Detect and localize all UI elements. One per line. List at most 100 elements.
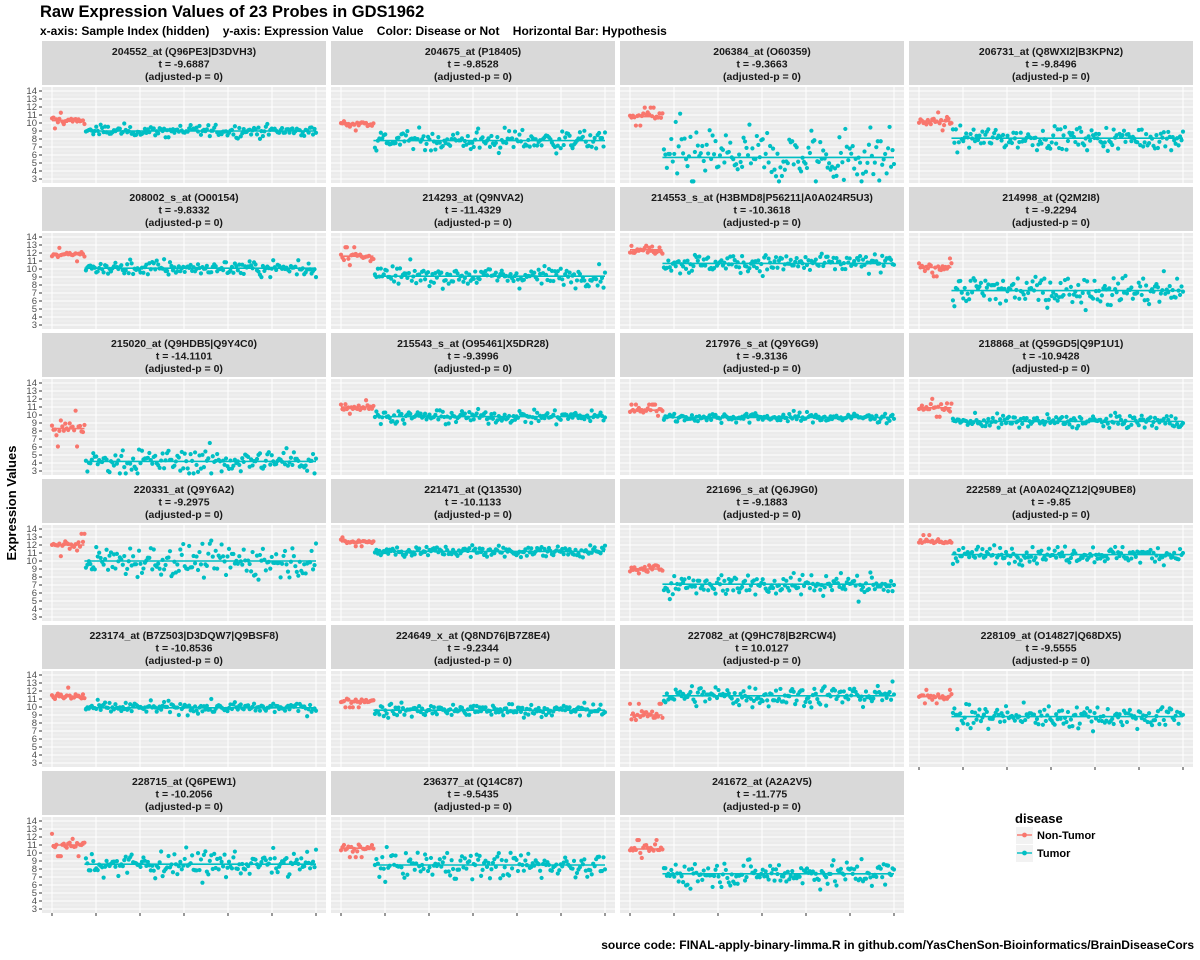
point-tumor (415, 850, 420, 855)
point-tumor (313, 541, 319, 546)
point-tumor (213, 122, 218, 127)
point-tumor (692, 149, 697, 155)
point-tumor (493, 140, 498, 146)
point-tumor (1138, 560, 1143, 565)
point-tumor (176, 712, 181, 718)
point-tumor (1129, 422, 1134, 427)
point-tumor (476, 406, 481, 412)
point-tumor (190, 565, 195, 570)
point-tumor (166, 698, 171, 703)
point-tumor (871, 696, 876, 701)
point-tumor (1000, 278, 1006, 283)
point-tumor (1152, 717, 1158, 723)
facet-strip (42, 333, 326, 377)
point-tumor (160, 874, 165, 879)
point-tumor (1039, 141, 1044, 146)
point-tumor (399, 411, 404, 417)
point-tumor (467, 546, 472, 551)
point-non-tumor (937, 414, 942, 419)
point-tumor (128, 257, 133, 262)
point-tumor (1152, 559, 1158, 564)
point-tumor (131, 271, 136, 277)
point-tumor (97, 132, 102, 137)
y-tick-label: 11 (27, 840, 37, 851)
point-tumor (1054, 415, 1059, 420)
point-tumor (1009, 421, 1015, 426)
point-tumor (1052, 722, 1057, 727)
point-tumor (778, 686, 783, 692)
point-tumor (296, 573, 301, 578)
point-tumor (514, 271, 519, 276)
point-tumor (1068, 555, 1074, 561)
point-tumor (977, 284, 982, 289)
point-tumor (436, 417, 441, 422)
point-tumor (801, 703, 807, 709)
point-tumor (535, 410, 540, 415)
point-tumor (532, 407, 537, 412)
point-tumor (225, 709, 230, 714)
point-tumor (131, 456, 136, 461)
point-tumor (156, 262, 161, 267)
point-tumor (554, 151, 559, 156)
point-tumor (734, 576, 739, 582)
point-tumor (417, 125, 422, 130)
point-tumor (672, 697, 677, 702)
point-tumor (1012, 559, 1017, 564)
point-tumor (430, 131, 435, 136)
point-tumor (427, 412, 432, 417)
point-tumor (123, 571, 128, 577)
point-tumor (198, 132, 204, 137)
point-tumor (558, 146, 563, 151)
point-tumor (1172, 717, 1177, 723)
point-tumor (393, 705, 398, 710)
facet-strip (620, 479, 904, 523)
point-tumor (428, 148, 434, 153)
point-tumor (374, 148, 379, 153)
point-tumor (1158, 291, 1163, 296)
facet-strip (909, 625, 1193, 669)
y-tick-label: 4 (32, 166, 37, 177)
point-tumor (815, 696, 820, 702)
point-tumor (220, 554, 226, 559)
point-tumor (386, 551, 391, 556)
point-tumor (138, 561, 143, 566)
point-tumor (706, 255, 711, 260)
facet-panel: 215543_s_at (O95461|X5DR28)t = -9.3996(a… (331, 333, 615, 475)
point-non-tumor (934, 414, 939, 419)
point-non-tumor (67, 840, 72, 845)
y-tick-label: 12 (26, 832, 37, 843)
point-tumor (215, 566, 220, 571)
point-tumor (971, 720, 976, 726)
point-tumor (834, 256, 839, 261)
point-tumor (602, 710, 608, 715)
point-tumor (1090, 729, 1096, 734)
point-tumor (154, 709, 159, 714)
point-tumor (520, 705, 525, 710)
facet-adj-p: (adjusted-p = 0) (145, 71, 223, 83)
point-tumor (738, 691, 743, 696)
point-tumor (1055, 545, 1060, 550)
y-tick-label: 3 (32, 904, 37, 915)
point-tumor (445, 711, 450, 716)
point-non-tumor (79, 531, 84, 536)
point-tumor (697, 254, 702, 259)
point-tumor (1102, 140, 1107, 145)
point-tumor (396, 705, 401, 710)
point-tumor (527, 144, 532, 149)
point-tumor (237, 554, 242, 559)
point-non-tumor (627, 701, 633, 706)
point-tumor (422, 411, 428, 416)
y-tick-label: 7 (32, 872, 37, 883)
y-tick-label: 6 (32, 880, 37, 891)
point-tumor (1030, 545, 1035, 550)
point-non-tumor (633, 717, 638, 723)
point-tumor (691, 578, 696, 583)
point-tumor (993, 296, 998, 302)
point-tumor (95, 868, 100, 873)
point-tumor (1042, 707, 1047, 712)
point-tumor (548, 278, 553, 284)
point-tumor (738, 159, 743, 165)
point-tumor (484, 554, 490, 559)
point-tumor (594, 146, 599, 151)
point-tumor (744, 411, 749, 416)
